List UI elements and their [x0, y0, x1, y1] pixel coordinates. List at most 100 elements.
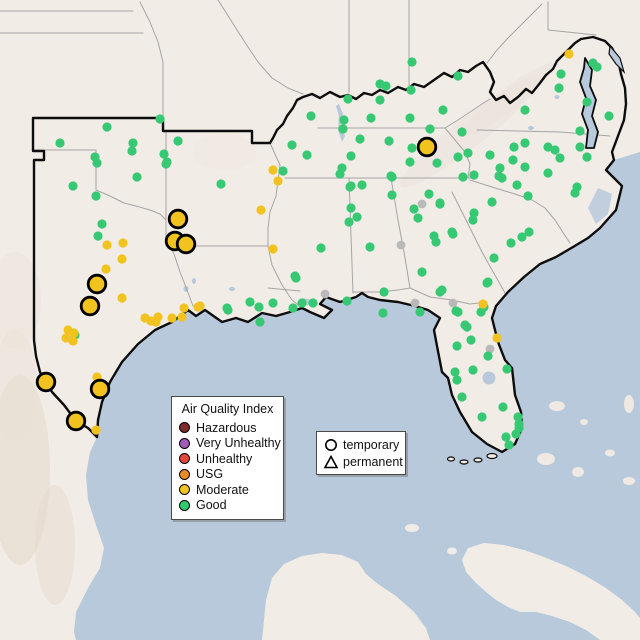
station-dot-good	[379, 287, 389, 297]
hazardous-swatch-icon	[179, 422, 190, 434]
station-dot-good	[424, 189, 434, 199]
station-dot-good	[245, 297, 255, 307]
station-dot-good	[425, 124, 435, 134]
bahamas	[537, 395, 635, 485]
station-dot-good	[457, 127, 467, 137]
temporary-station-circle-moderate	[89, 378, 111, 400]
station-dot-good	[128, 138, 138, 148]
station-dot-good	[520, 105, 530, 115]
station-dot-good	[448, 229, 458, 239]
station-dot-good	[344, 217, 354, 227]
station-dot-good	[550, 145, 560, 155]
station-dot-good	[405, 113, 415, 123]
station-dot-good	[384, 136, 394, 146]
station-dot-good	[405, 157, 415, 167]
station-dot-good	[555, 153, 565, 163]
station-dot-good	[543, 168, 553, 178]
very-unhealthy-swatch-icon	[179, 437, 190, 449]
station-dot-good	[502, 364, 512, 374]
station-dot-good	[477, 412, 487, 422]
station-dot-good	[468, 365, 478, 375]
aqi-legend: Air Quality Index Hazardous Very Unhealt…	[171, 396, 284, 520]
cuba	[462, 543, 640, 640]
station-dot-missing	[417, 199, 427, 209]
station-dot-good	[346, 203, 356, 213]
station-dot-good	[346, 151, 356, 161]
station-dot-good	[575, 142, 585, 152]
islands	[262, 395, 640, 640]
station-dot-good	[469, 208, 479, 218]
station-dot-good	[543, 142, 553, 152]
good-swatch-icon	[179, 499, 190, 511]
station-dot-good	[512, 180, 522, 190]
station-dot-good	[306, 111, 316, 121]
station-dot-good	[355, 134, 365, 144]
aqi-legend-item-very-unhealthy: Very Unhealthy	[179, 436, 281, 452]
legend-item-permanent: permanent	[323, 453, 403, 470]
inland-waters	[183, 95, 612, 385]
station-dot-moderate	[193, 302, 203, 312]
station-dot-moderate	[68, 336, 78, 346]
moderate-swatch-icon	[179, 484, 190, 496]
temporary-station-circle-moderate	[35, 371, 57, 393]
station-dot-missing	[448, 298, 458, 308]
station-dot-missing	[396, 240, 406, 250]
station-dot-good	[509, 142, 519, 152]
station-dot-good	[378, 308, 388, 318]
station-dot-good	[498, 402, 508, 412]
station-dot-moderate	[268, 165, 278, 175]
station-dot-moderate	[256, 205, 266, 215]
station-dot-good	[489, 253, 499, 263]
station-dot-good	[520, 138, 530, 148]
station-dot-good	[308, 298, 318, 308]
station-dot-good	[342, 296, 352, 306]
station-dot-good	[254, 302, 264, 312]
station-dot-good	[431, 237, 441, 247]
station-dot-good	[604, 111, 614, 121]
station-dot-good	[278, 166, 288, 176]
station-dot-good	[357, 180, 367, 190]
station-dot-good	[132, 172, 142, 182]
station-dot-good	[495, 163, 505, 173]
station-dot-good	[268, 298, 278, 308]
station-dot-good	[127, 146, 137, 156]
station-dot-good	[297, 298, 307, 308]
station-dot-good	[570, 188, 580, 198]
usg-swatch-icon	[179, 468, 190, 480]
station-dot-good	[68, 181, 78, 191]
temporary-station-circle-moderate	[167, 208, 189, 230]
good-aqi-dots-layer	[55, 57, 614, 450]
station-dot-good	[506, 238, 516, 248]
station-dot-good	[511, 429, 521, 439]
station-dot-good	[338, 124, 348, 134]
station-dot-good	[450, 367, 460, 377]
station-dot-good	[463, 148, 473, 158]
station-dot-good	[216, 179, 226, 189]
station-dot-moderate	[153, 312, 163, 322]
temporary-station-circle-moderate	[86, 273, 108, 295]
station-dot-good	[435, 287, 445, 297]
unhealthy-swatch-icon	[179, 453, 190, 465]
station-dot-good	[432, 158, 442, 168]
station-dot-good	[288, 303, 298, 313]
station-dot-good	[487, 197, 497, 207]
temporary-station-circle-moderate	[79, 295, 101, 317]
station-dot-good	[523, 191, 533, 201]
station-dot-good	[406, 85, 416, 95]
station-dot-moderate	[69, 328, 79, 338]
station-dot-good	[387, 190, 397, 200]
station-dot-good	[453, 307, 463, 317]
temporary-station-circle-moderate	[416, 136, 438, 158]
florida-keys	[446, 452, 498, 465]
station-dot-good	[291, 273, 301, 283]
station-dot-moderate	[179, 303, 189, 313]
station-dot-moderate	[117, 293, 127, 303]
station-dot-good	[415, 307, 425, 317]
station-dot-moderate	[91, 425, 101, 435]
station-dot-good	[93, 231, 103, 241]
aqi-legend-item-unhealthy: Unhealthy	[179, 451, 276, 467]
legend-item-temporary: temporary	[323, 436, 399, 453]
station-dot-good	[366, 113, 376, 123]
station-dot-moderate	[118, 238, 128, 248]
